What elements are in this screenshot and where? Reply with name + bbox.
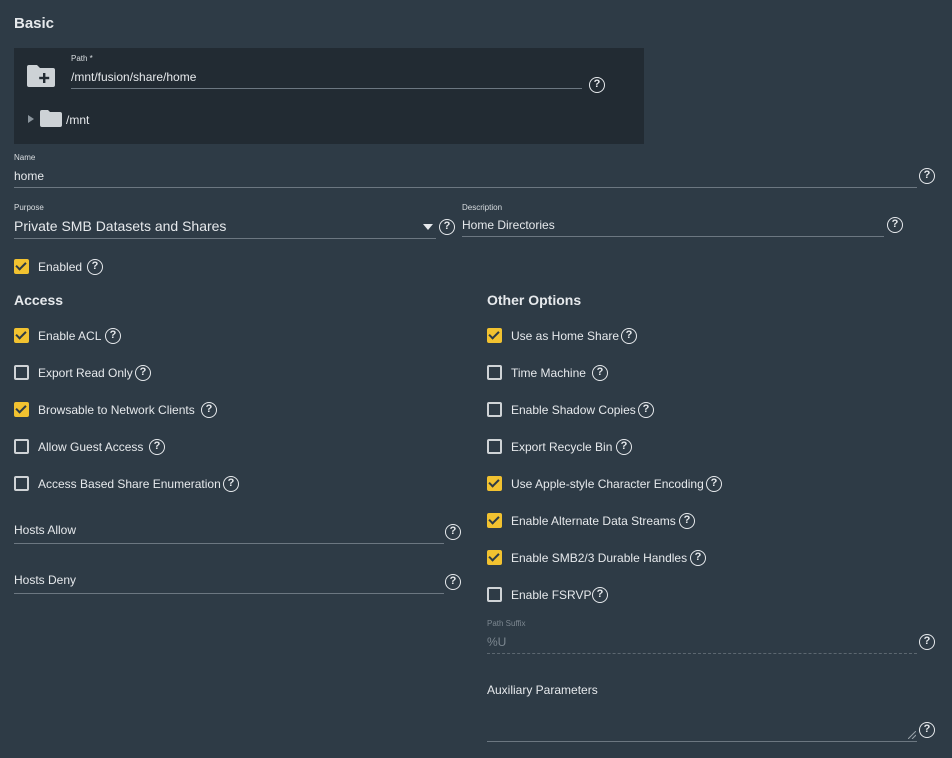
purpose-help-icon[interactable]: ? [439, 219, 455, 235]
abe-checkbox[interactable] [14, 476, 29, 491]
ads-help-icon[interactable]: ? [679, 513, 695, 529]
enabled-help-icon[interactable]: ? [87, 259, 103, 275]
resize-handle-icon[interactable] [908, 731, 916, 739]
path-underline [71, 88, 582, 89]
guest-access-checkbox[interactable] [14, 439, 29, 454]
hosts-allow-help-icon[interactable]: ? [445, 524, 461, 540]
enable-acl-help-icon[interactable]: ? [105, 328, 121, 344]
hosts-deny-underline [14, 593, 444, 594]
other-options-title: Other Options [487, 292, 582, 308]
durable-handles-label: Enable SMB2/3 Durable Handles [511, 551, 688, 565]
path-suffix-input: %U [487, 635, 507, 649]
description-help-icon[interactable]: ? [887, 217, 903, 233]
time-machine-label: Time Machine [511, 366, 586, 380]
abe-help-icon[interactable]: ? [223, 476, 239, 492]
apple-encoding-help-icon[interactable]: ? [706, 476, 722, 492]
name-label: Name [14, 153, 36, 162]
home-share-help-icon[interactable]: ? [621, 328, 637, 344]
recycle-bin-label: Export Recycle Bin [511, 440, 613, 454]
path-suffix-label: Path Suffix [487, 619, 526, 628]
auxiliary-textarea[interactable] [487, 700, 917, 740]
export-read-only-help-icon[interactable]: ? [135, 365, 151, 381]
enable-acl-label: Enable ACL [38, 329, 102, 343]
browsable-checkbox[interactable] [14, 402, 29, 417]
auxiliary-label: Auxiliary Parameters [487, 683, 598, 697]
path-label: Path * [71, 54, 93, 63]
name-input[interactable]: home [14, 169, 45, 183]
abe-label: Access Based Share Enumeration [38, 477, 221, 491]
name-underline [14, 187, 917, 188]
fsrvp-label: Enable FSRVP [511, 588, 592, 602]
hosts-deny-help-icon[interactable]: ? [445, 574, 461, 590]
fsrvp-help-icon[interactable]: ? [592, 587, 608, 603]
shadow-copies-label: Enable Shadow Copies [511, 403, 636, 417]
path-help-icon[interactable]: ? [589, 77, 605, 93]
recycle-bin-checkbox[interactable] [487, 439, 502, 454]
browsable-label: Browsable to Network Clients [38, 403, 195, 417]
apple-encoding-label: Use Apple-style Character Encoding [511, 477, 704, 491]
ads-checkbox[interactable] [487, 513, 502, 528]
ads-label: Enable Alternate Data Streams [511, 514, 676, 528]
auxiliary-underline [487, 741, 917, 742]
enable-acl-checkbox[interactable] [14, 328, 29, 343]
description-input[interactable]: Home Directories [462, 218, 555, 232]
durable-handles-help-icon[interactable]: ? [690, 550, 706, 566]
home-share-label: Use as Home Share [511, 329, 620, 343]
browsable-help-icon[interactable]: ? [201, 402, 217, 418]
basic-title: Basic [14, 15, 55, 32]
hosts-deny-input[interactable]: Hosts Deny [14, 573, 77, 587]
expand-arrow-icon[interactable] [27, 115, 35, 123]
export-read-only-checkbox[interactable] [14, 365, 29, 380]
access-title: Access [14, 292, 64, 308]
hosts-allow-underline [14, 543, 444, 544]
recycle-bin-help-icon[interactable]: ? [616, 439, 632, 455]
path-input[interactable]: /mnt/fusion/share/home [71, 70, 197, 84]
enabled-label: Enabled [38, 260, 83, 274]
home-share-checkbox[interactable] [487, 328, 502, 343]
path-suffix-help-icon[interactable]: ? [919, 634, 935, 650]
purpose-select[interactable]: Private SMB Datasets and Shares [14, 218, 227, 234]
time-machine-help-icon[interactable]: ? [592, 365, 608, 381]
durable-handles-checkbox[interactable] [487, 550, 502, 565]
purpose-underline [14, 238, 436, 239]
path-panel: Path * /mnt/fusion/share/home ? /mnt [14, 48, 644, 144]
hosts-allow-input[interactable]: Hosts Allow [14, 523, 77, 537]
shadow-copies-checkbox[interactable] [487, 402, 502, 417]
chevron-down-icon[interactable] [423, 224, 433, 230]
folder-add-icon[interactable] [26, 64, 56, 88]
guest-access-label: Allow Guest Access [38, 440, 144, 454]
purpose-label: Purpose [14, 203, 44, 212]
enabled-checkbox[interactable] [14, 259, 29, 274]
apple-encoding-checkbox[interactable] [487, 476, 502, 491]
time-machine-checkbox[interactable] [487, 365, 502, 380]
folder-icon [40, 110, 62, 127]
name-help-icon[interactable]: ? [919, 168, 935, 184]
export-read-only-label: Export Read Only [38, 366, 133, 380]
description-label: Description [462, 203, 503, 212]
auxiliary-help-icon[interactable]: ? [919, 722, 935, 738]
shadow-copies-help-icon[interactable]: ? [638, 402, 654, 418]
tree-root-label[interactable]: /mnt [66, 113, 90, 127]
description-underline [462, 236, 884, 237]
fsrvp-checkbox[interactable] [487, 587, 502, 602]
guest-access-help-icon[interactable]: ? [149, 439, 165, 455]
path-suffix-underline [487, 653, 917, 654]
